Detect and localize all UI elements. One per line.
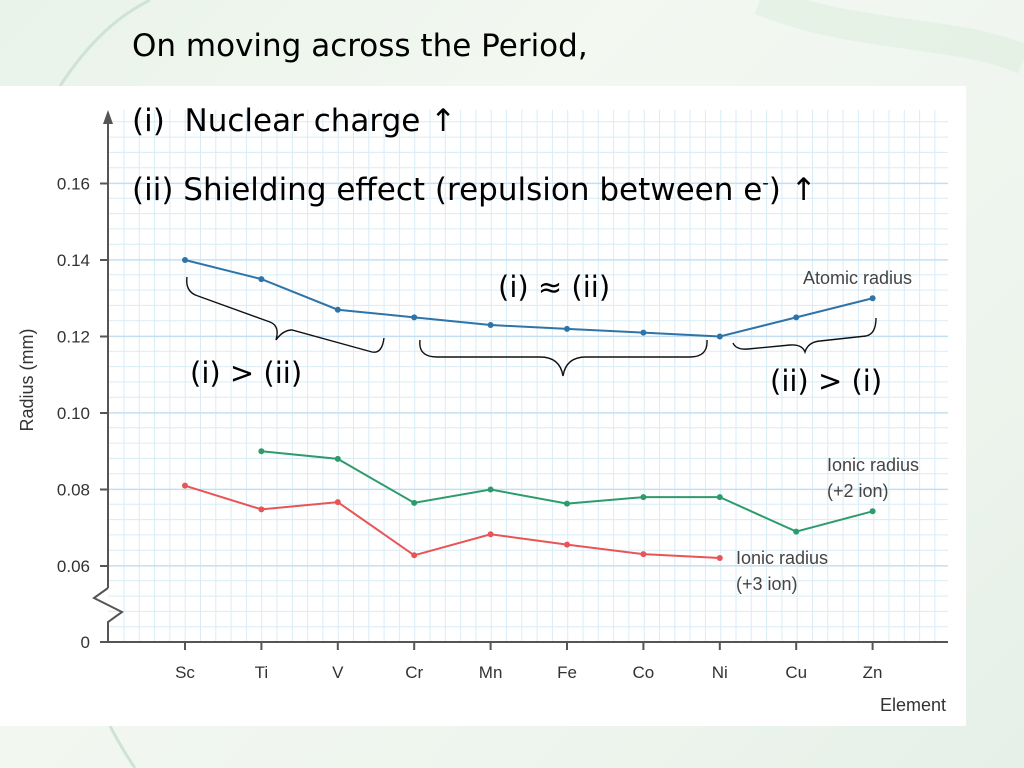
series-label: Atomic radius — [803, 268, 912, 288]
data-point — [411, 499, 418, 506]
annotation-middle: (i) ≈ (ii) — [498, 270, 611, 304]
y-tick-label: 0.14 — [57, 251, 90, 270]
chart-axes: 0 0.06 0.08 0.10 0.12 0.14 0.16 Sc Ti V Cr Mn Fe Co Ni… — [17, 110, 948, 715]
chart-panel — [0, 86, 966, 726]
data-point — [487, 531, 494, 538]
x-tick-label: Mn — [479, 663, 503, 682]
series-0: Atomic radius — [182, 257, 912, 340]
line1-text: On moving across the Period, — [132, 28, 588, 64]
line3-text: (ii) Shielding effect (repulsion between… — [132, 172, 763, 208]
y-tick-label: 0.12 — [57, 328, 90, 347]
data-point — [334, 499, 341, 506]
y-tick-label: 0.10 — [57, 404, 90, 423]
x-tick-label: Zn — [863, 663, 883, 682]
slide-line-2: (i) Nuclear charge ↑ — [132, 103, 456, 139]
data-point — [869, 295, 876, 302]
axis-break-icon — [92, 587, 124, 642]
series-1: Ionic radius (+2 ion) — [258, 448, 919, 535]
series-label: Ionic radius — [827, 455, 919, 475]
data-point — [640, 551, 647, 558]
data-point — [716, 333, 723, 340]
series-line — [184, 484, 720, 559]
x-tick-label: Cr — [405, 663, 423, 682]
brace-left — [186, 276, 385, 353]
data-point — [716, 554, 723, 561]
slide-line-3: (ii) Shielding effect (repulsion between… — [132, 172, 817, 208]
data-point — [182, 257, 188, 263]
data-point — [258, 276, 265, 283]
series-2: Ionic radius (+3 ion) — [182, 482, 828, 594]
y-tick-label: 0.16 — [57, 175, 90, 194]
data-point — [564, 500, 570, 507]
data-point — [793, 314, 800, 321]
series-label: Ionic radius — [736, 548, 828, 568]
data-point — [564, 541, 570, 548]
data-point — [869, 508, 876, 515]
x-tick-label: Fe — [557, 663, 577, 682]
data-point — [793, 528, 800, 535]
y-axis-arrow-icon — [103, 110, 113, 124]
data-point — [182, 482, 188, 489]
y-axis-title: Radius (mm) — [17, 328, 37, 431]
data-point — [258, 506, 265, 513]
data-point — [258, 448, 265, 455]
annotation-right: (ii) > (i) — [770, 364, 883, 398]
x-tick-label: V — [332, 663, 344, 682]
line3-superscript: - — [762, 172, 769, 194]
series-label: (+3 ion) — [736, 574, 798, 594]
brace-right — [732, 317, 877, 355]
data-point — [487, 486, 494, 493]
data-point — [640, 329, 647, 336]
data-point — [411, 314, 418, 321]
x-tick-label: Co — [633, 663, 655, 682]
x-tick-label: Sc — [175, 663, 195, 682]
line2-text: Nuclear charge — [184, 103, 421, 139]
data-point — [716, 494, 723, 501]
data-point — [334, 455, 341, 462]
up-arrow-icon: ↑ — [790, 172, 817, 208]
data-point — [487, 322, 494, 329]
annotation-braces — [186, 276, 877, 377]
y-tick-label: 0.06 — [57, 557, 90, 576]
x-tick-label: Ti — [255, 663, 269, 682]
data-point — [640, 494, 647, 501]
x-axis-title: Element — [880, 695, 946, 715]
series-label: (+2 ion) — [827, 481, 889, 501]
chart-grid — [108, 110, 948, 642]
x-tick-label: Ni — [712, 663, 728, 682]
y-tick-label: 0 — [81, 633, 90, 652]
line2-prefix: (i) — [132, 103, 165, 139]
y-tick-label: 0.08 — [57, 481, 90, 500]
data-point — [411, 552, 418, 559]
up-arrow-icon: ↑ — [430, 103, 457, 139]
data-point — [564, 325, 570, 332]
brace-middle — [419, 339, 708, 377]
x-tick-label: Cu — [785, 663, 807, 682]
slide-line-1: On moving across the Period, — [132, 28, 588, 64]
annotation-left: (i) > (ii) — [190, 356, 303, 390]
series-line — [184, 259, 873, 338]
data-point — [334, 306, 341, 313]
line3-close: ) — [768, 172, 781, 208]
